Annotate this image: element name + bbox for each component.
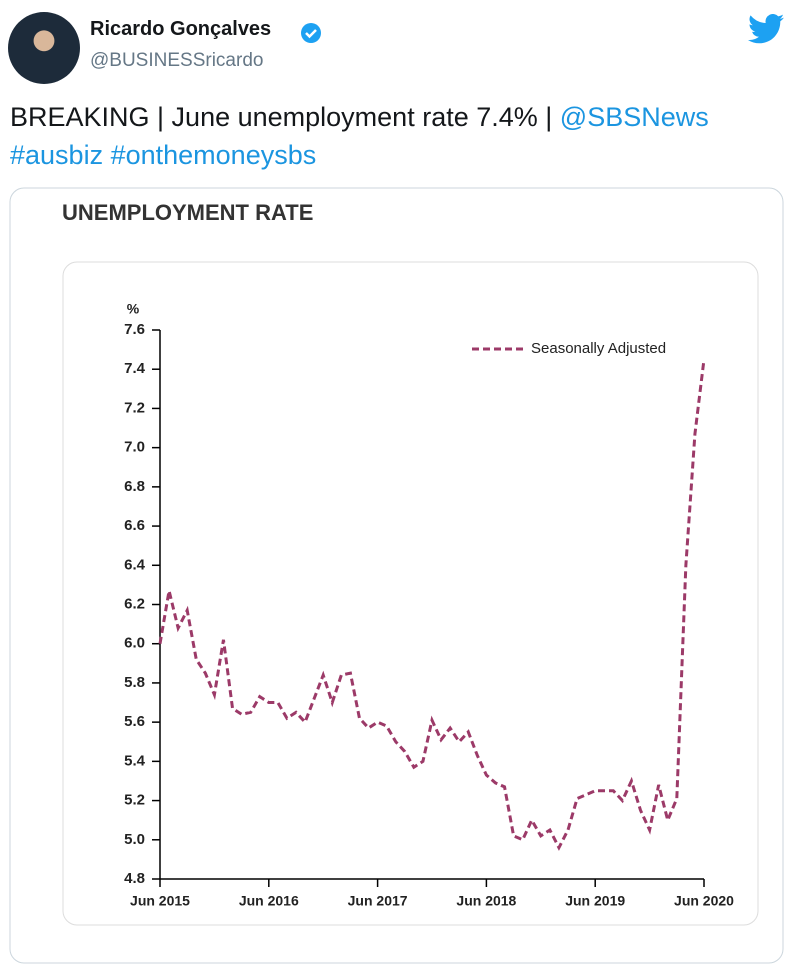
verified-badge (301, 23, 321, 43)
tweet-body: BREAKING | June unemployment rate 7.4% | (10, 102, 560, 132)
x-tick-label: Jun 2016 (239, 893, 299, 909)
plot-frame (62, 261, 759, 926)
x-tick-label: Jun 2015 (130, 893, 190, 909)
x-tick-label: Jun 2017 (348, 893, 408, 909)
y-tick-label: 7.6 (124, 321, 145, 338)
avatar[interactable] (8, 12, 80, 84)
y-tick-label: 5.4 (124, 752, 146, 769)
chart-title: UNEMPLOYMENT RATE (62, 200, 313, 225)
y-axis-label: % (127, 301, 140, 317)
x-tick-label: Jun 2019 (565, 893, 625, 909)
author-handle[interactable]: @BUSINESSricardo (90, 50, 264, 71)
y-tick-label: 6.6 (124, 517, 145, 534)
y-tick-label: 4.8 (124, 870, 145, 887)
author-name[interactable]: Ricardo Gonçalves (90, 18, 272, 40)
y-tick-label: 6.2 (124, 595, 145, 612)
y-tick-label: 5.6 (124, 713, 145, 730)
x-tick-label: Jun 2018 (456, 893, 516, 909)
y-tick-label: 7.2 (124, 399, 145, 416)
y-tick-label: 6.8 (124, 478, 145, 495)
y-tick-label: 7.0 (124, 439, 145, 456)
twitter-logo[interactable] (748, 14, 784, 44)
hashtag[interactable]: #onthemoneysbs (110, 140, 317, 170)
tweet-text: BREAKING | June unemployment rate 7.4% |… (10, 98, 790, 174)
y-tick-label: 5.2 (124, 792, 145, 809)
y-tick-label: 5.8 (124, 674, 145, 691)
y-tick-label: 7.4 (124, 360, 146, 377)
y-tick-label: 6.4 (124, 556, 146, 573)
y-tick-label: 6.0 (124, 635, 145, 652)
hashtag[interactable]: #ausbiz (10, 140, 104, 170)
mention[interactable]: @SBSNews (559, 102, 709, 132)
x-tick-label: Jun 2020 (674, 893, 734, 909)
y-tick-label: 5.0 (124, 831, 145, 848)
data-line (158, 359, 706, 851)
legend-label: Seasonally Adjusted (531, 340, 666, 357)
